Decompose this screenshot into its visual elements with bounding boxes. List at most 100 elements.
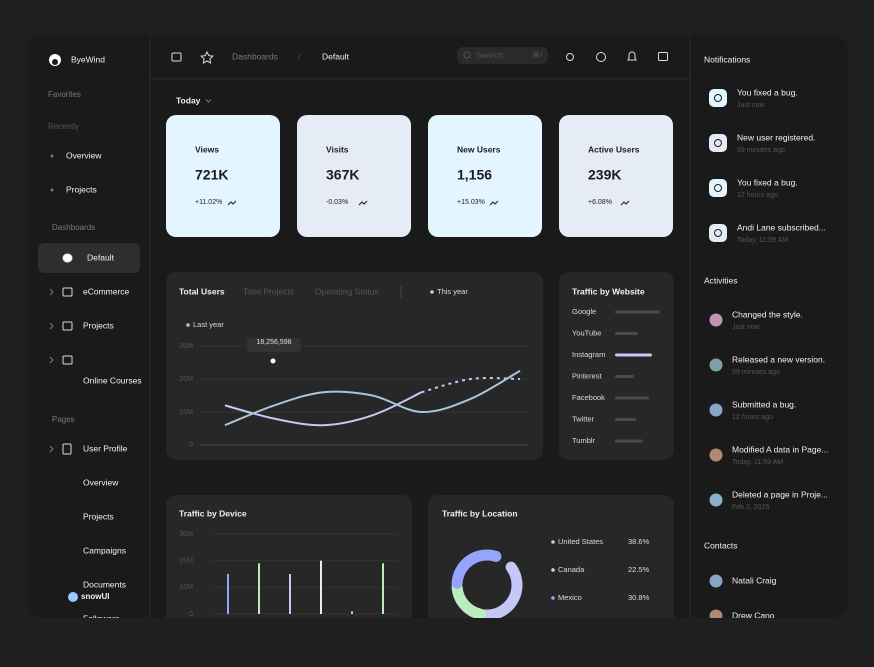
period-select[interactable]: Today [176, 95, 201, 105]
avatar [709, 609, 723, 618]
notification-icon [709, 134, 727, 152]
icon-sidebar[interactable] [171, 52, 182, 62]
search-placeholder[interactable]: Search [476, 50, 503, 60]
nav-item[interactable]: Projects [66, 184, 97, 194]
notification-text[interactable]: You fixed a bug. [737, 87, 798, 97]
stat-label: Visits [326, 144, 349, 154]
icon-search [463, 51, 471, 59]
stat-card [297, 115, 411, 237]
breadcrumb[interactable]: Dashboards [232, 51, 278, 61]
nav-item[interactable]: Documents [83, 579, 126, 589]
y-tick-label: 10M [179, 409, 193, 416]
notification-time: 12 hours ago [737, 192, 778, 199]
contact-name[interactable]: Natali Craig [732, 575, 777, 585]
line-series [224, 391, 423, 427]
category-label: Google [572, 307, 596, 316]
notification-text[interactable]: You fixed a bug. [737, 177, 798, 187]
y-tick-label: 20M [179, 376, 193, 383]
nav-item[interactable]: User Profile [83, 443, 128, 453]
stat-value: 239K [588, 167, 621, 183]
stat-card [166, 115, 280, 237]
legend-label: Mexico [558, 593, 582, 602]
bullet [50, 188, 54, 192]
nav-item[interactable]: Overview [83, 477, 119, 487]
nav-item[interactable]: Projects [83, 320, 114, 330]
avatar [709, 448, 723, 462]
avatar [709, 403, 723, 417]
data-label: 38.6% [628, 537, 650, 546]
nav-item[interactable]: Online Courses [83, 375, 142, 385]
y-tick-label: 10M [179, 584, 193, 591]
activity-text[interactable]: Released a new version. [732, 354, 825, 364]
contact-name[interactable]: Drew Cano [732, 610, 775, 620]
icon-bell[interactable] [627, 51, 637, 61]
label: snowUI [81, 592, 109, 601]
category-label: Tumblr [572, 436, 596, 445]
tooltip-point [269, 357, 277, 365]
activity-text[interactable]: Submitted a bug. [732, 399, 796, 409]
label: ByeWind [71, 54, 105, 64]
glyph [714, 94, 722, 102]
card [428, 495, 674, 618]
data-label: 30.8% [628, 593, 650, 602]
stat-label: Views [195, 144, 219, 154]
notification-text[interactable]: New user registered. [737, 132, 815, 142]
nav-item[interactable]: Projects [83, 511, 114, 521]
trend-icon [489, 200, 499, 206]
notification-time: Just now [737, 102, 766, 109]
nav-item[interactable]: Default [87, 252, 115, 262]
bar [615, 375, 634, 378]
tab[interactable]: Total Projects [243, 286, 294, 296]
icon-star[interactable] [200, 50, 214, 64]
data-label: 22.5% [628, 565, 650, 574]
bar [320, 560, 322, 614]
line-series-projected [421, 377, 521, 394]
avatar [709, 493, 723, 507]
label: Pages [52, 415, 75, 424]
activity-text[interactable]: Modified A data in Page... [732, 444, 828, 454]
glyph [714, 229, 722, 237]
stat-value: 721K [195, 167, 228, 183]
icon-history[interactable] [596, 52, 606, 62]
stat-change: +11.02% [195, 199, 222, 206]
section-title: Contacts [704, 540, 738, 550]
activity-text[interactable]: Changed the style. [732, 309, 803, 319]
bar [615, 396, 649, 400]
notification-text[interactable]: Andi Lane subscribed... [737, 222, 826, 232]
label: / [298, 51, 301, 61]
card-title: Traffic by Website [572, 286, 645, 296]
tab[interactable]: Total Users [179, 286, 225, 296]
section-title: Activities [704, 275, 738, 285]
bar [615, 418, 636, 421]
nav-item[interactable]: Campaigns [83, 545, 126, 555]
chevron [205, 99, 212, 103]
activity-text[interactable]: Deleted a page in Proje... [732, 489, 828, 499]
stat-value: 367K [326, 167, 359, 183]
trend-icon [227, 200, 237, 206]
section-title: Notifications [704, 54, 750, 64]
legend-label: United States [558, 537, 603, 546]
y-tick-label: 0 [189, 442, 193, 449]
stat-value: 1,156 [457, 167, 492, 183]
stat-card [559, 115, 673, 237]
activity-time: Just now [732, 324, 761, 331]
nav-item[interactable]: eCommerce [83, 286, 130, 296]
avatar [709, 313, 723, 327]
tooltip [247, 338, 301, 352]
tab[interactable]: Operating Status [315, 286, 379, 296]
nav-item[interactable]: Overview [66, 150, 102, 160]
nav-item[interactable]: Followers [83, 613, 119, 623]
pie-segment [451, 581, 487, 618]
legend-dot [551, 540, 555, 544]
activity-time: 12 hours ago [732, 414, 773, 421]
icon-panel[interactable] [658, 52, 668, 61]
avatar [709, 358, 723, 372]
bar [258, 563, 260, 614]
chevron [49, 445, 54, 453]
search-box[interactable] [457, 47, 548, 64]
icon-theme[interactable] [566, 53, 574, 61]
activity-time: Today, 11:59 AM [732, 459, 783, 466]
legend-label: Last year [193, 320, 224, 329]
nav-icon [62, 355, 73, 365]
